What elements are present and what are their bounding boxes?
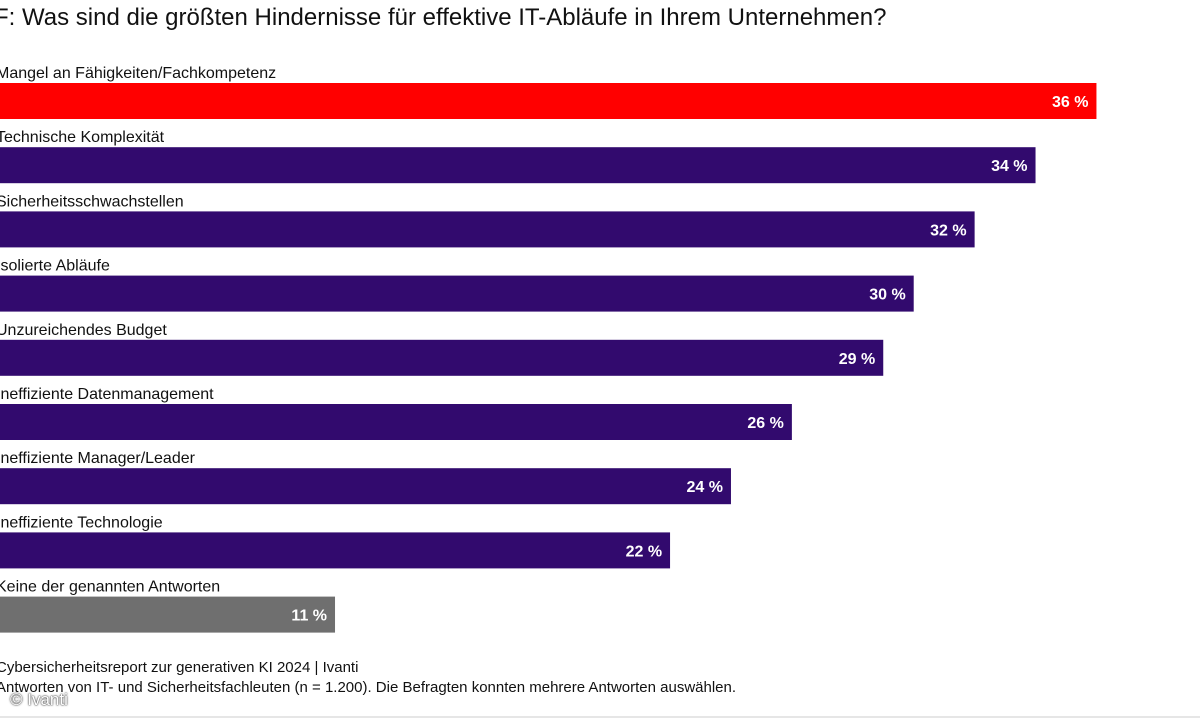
- source-text: Cybersicherheitsreport zur generativen K…: [0, 659, 359, 676]
- value-label: 26 %: [747, 415, 783, 432]
- category-label: Keine der genannten Antworten: [0, 579, 220, 596]
- value-label: 24 %: [686, 479, 722, 496]
- category-label: Sicherheitsschwachstellen: [0, 193, 184, 210]
- bar-8: [0, 532, 671, 569]
- bar-9: [0, 596, 336, 633]
- bar-chart: Mangel an Fähigkeiten/Fachkompetenz 36 % T…: [0, 65, 1097, 633]
- chart-title: F: Was sind die größten Hindernisse für …: [0, 4, 887, 31]
- value-label: 32 %: [930, 222, 966, 239]
- methodology-note: Antworten von IT- und Sicherheitsfachleu…: [0, 679, 737, 696]
- value-label: 34 %: [991, 158, 1027, 175]
- bottom-divider: [0, 716, 1200, 718]
- category-label: Technische Komplexität: [0, 129, 165, 146]
- category-label: Isolierte Abläufe: [0, 258, 110, 275]
- category-label: Ineffiziente Technologie: [0, 514, 163, 531]
- bar-6: [0, 404, 792, 440]
- value-label: 22 %: [626, 543, 662, 560]
- copyright-watermark: © Ivanti: [10, 690, 68, 709]
- bar-5: [0, 339, 884, 376]
- bar-2: [0, 147, 1036, 184]
- category-label: Ineffiziente Manager/Leader: [0, 450, 196, 467]
- category-label: Ineffiziente Datenmanagement: [0, 386, 214, 403]
- value-label: 36 %: [1052, 94, 1088, 111]
- value-label: 11 %: [291, 608, 327, 625]
- value-label: 29 %: [839, 351, 875, 368]
- bar-4: [0, 275, 914, 312]
- bar-7: [0, 468, 731, 505]
- category-label: Unzureichendes Budget: [0, 322, 167, 339]
- bar-1: [0, 83, 1097, 119]
- bar-3: [0, 211, 975, 248]
- category-label: Mangel an Fähigkeiten/Fachkompetenz: [0, 65, 276, 82]
- value-label: 30 %: [869, 287, 905, 304]
